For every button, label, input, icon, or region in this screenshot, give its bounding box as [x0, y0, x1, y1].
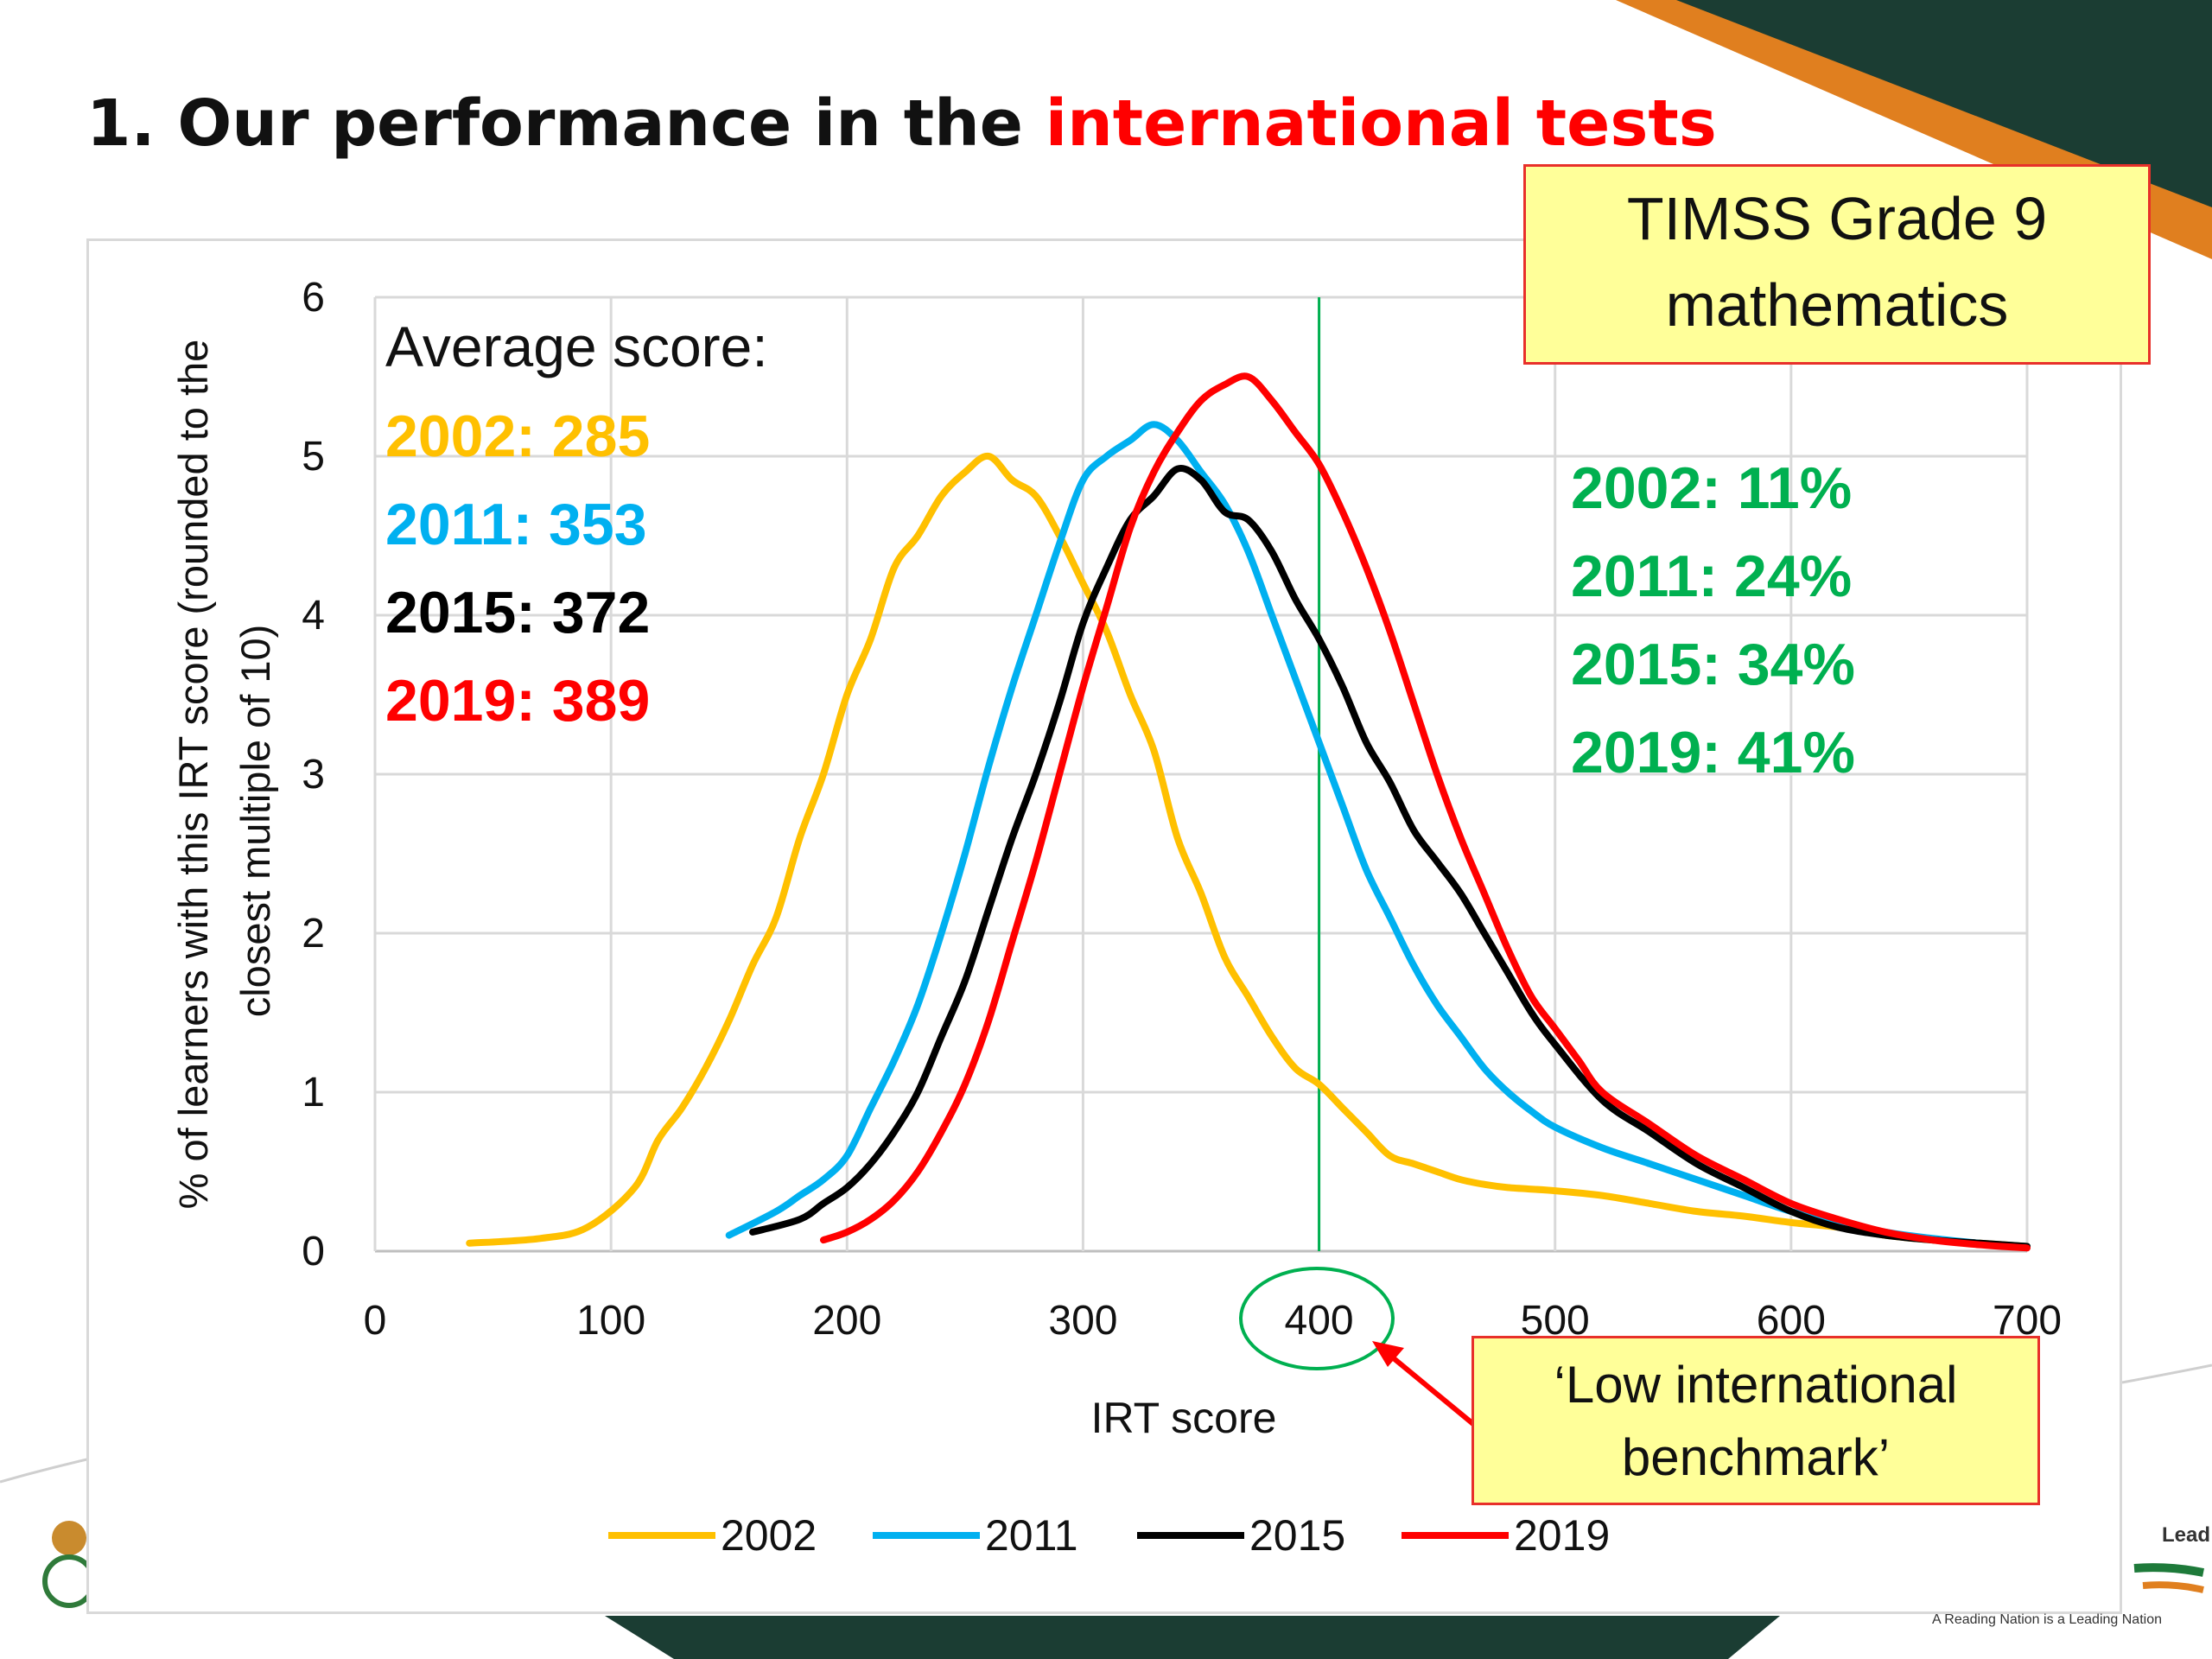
average-score-annotation: Average score: 2002: 285 2011: 353 2015: 37…	[385, 315, 768, 734]
benchmark-arrow	[1372, 1341, 1475, 1427]
gridlines	[373, 296, 2029, 1253]
x-axis-title: IRT score	[1091, 1394, 1277, 1442]
timss-callout-line-2: mathematics	[1665, 271, 2009, 339]
footer-tagline: A Reading Nation is a Leading Nation	[1932, 1612, 2162, 1627]
benchmark-share-0: 2002: 11%	[1571, 455, 1852, 521]
timss-callout: TIMSS Grade 9 mathematics	[1523, 164, 2151, 365]
y-tick-label: 5	[302, 434, 325, 480]
y-axis-title-line-2: closest multiple of 10)	[232, 625, 278, 1018]
series-line-2002	[466, 452, 2031, 1250]
x-tick-label: 100	[576, 1298, 645, 1344]
benchmark-share-annotation: 2002: 11% 2011: 24% 2015: 34% 2019: 41%	[1571, 455, 1855, 785]
x-tick-label: 0	[364, 1298, 387, 1344]
legend: 2002 2011 2015 2019	[608, 1511, 1610, 1560]
y-tick-labels: 0 1 2 3 4 5 6	[302, 275, 325, 1274]
y-tick-label: 4	[302, 593, 325, 639]
benchmark-callout: ‘Low international benchmark’	[1471, 1336, 2040, 1505]
y-tick-label: 3	[302, 752, 325, 798]
benchmark-share-1: 2011: 24%	[1571, 543, 1852, 609]
x-tick-label: 300	[1048, 1298, 1117, 1344]
decor-bottom-band	[605, 1616, 1780, 1659]
average-score-3: 2019: 389	[385, 668, 650, 734]
series-line-2011	[725, 421, 2031, 1250]
y-tick-label: 6	[302, 275, 325, 321]
average-score-1: 2011: 353	[385, 492, 647, 557]
y-axis-title: % of learners with this IRT score (round…	[170, 340, 216, 1210]
x-tick-label: 200	[812, 1298, 881, 1344]
benchmark-callout-line-1: ‘Low international	[1554, 1356, 1958, 1414]
series-line-2015	[749, 465, 2031, 1250]
y-tick-label: 0	[302, 1229, 325, 1274]
x-tick-label: 400	[1285, 1298, 1354, 1344]
footer-lead-fragment: Lead	[2161, 1523, 2210, 1547]
y-tick-label: 1	[302, 1070, 325, 1116]
slide-title-highlight: international tests	[1045, 86, 1717, 161]
benchmark-share-3: 2019: 41%	[1571, 720, 1855, 785]
legend-label-2011: 2011	[985, 1511, 1078, 1560]
average-score-0: 2002: 285	[385, 404, 650, 469]
slide-title: 1. Our performance in the international …	[86, 86, 1717, 161]
series-line-2019	[819, 372, 2031, 1252]
legend-label-2015: 2015	[1249, 1511, 1345, 1560]
series-lines	[466, 372, 2031, 1252]
average-heading: Average score:	[385, 315, 768, 378]
lead-logo-stripes	[2133, 1563, 2204, 1593]
benchmark-circle	[1239, 1267, 1395, 1370]
benchmark-share-2: 2015: 34%	[1571, 632, 1855, 697]
timss-callout-line-1: TIMSS Grade 9	[1626, 185, 2048, 252]
decor-swoosh-right	[2121, 1363, 2212, 1384]
benchmark-callout-line-2: benchmark’	[1621, 1428, 1891, 1486]
legend-label-2002: 2002	[721, 1511, 817, 1560]
average-score-2: 2015: 372	[385, 580, 650, 645]
legend-label-2019: 2019	[1514, 1511, 1610, 1560]
decor-green-wedge	[1676, 0, 2212, 207]
slide-title-prefix: 1. Our performance in the	[86, 86, 1046, 161]
y-tick-label: 2	[302, 911, 325, 957]
